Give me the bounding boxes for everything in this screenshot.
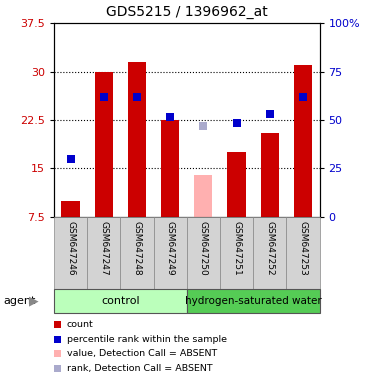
FancyBboxPatch shape	[87, 217, 120, 290]
Text: count: count	[67, 320, 93, 329]
Point	[167, 114, 173, 120]
Bar	[261, 133, 279, 217]
Text: GSM647247: GSM647247	[99, 220, 108, 275]
Text: GSM647251: GSM647251	[232, 220, 241, 275]
Point	[300, 94, 306, 101]
Point	[134, 94, 140, 101]
Bar	[61, 201, 80, 217]
FancyBboxPatch shape	[54, 217, 87, 290]
FancyBboxPatch shape	[220, 217, 253, 290]
Text: ▶: ▶	[29, 294, 38, 307]
Text: GSM647246: GSM647246	[66, 220, 75, 275]
Text: hydrogen-saturated water: hydrogen-saturated water	[185, 296, 321, 306]
Text: GSM647248: GSM647248	[132, 220, 141, 275]
Text: agent: agent	[4, 296, 36, 306]
Bar	[95, 71, 113, 217]
Text: control: control	[101, 296, 140, 306]
Bar	[194, 175, 213, 217]
Text: rank, Detection Call = ABSENT: rank, Detection Call = ABSENT	[67, 364, 212, 373]
Point	[67, 156, 74, 162]
Bar	[294, 65, 312, 217]
Point	[233, 120, 239, 126]
FancyBboxPatch shape	[154, 217, 187, 290]
FancyBboxPatch shape	[286, 217, 320, 290]
Text: GSM647253: GSM647253	[298, 220, 308, 275]
Text: GSM647250: GSM647250	[199, 220, 208, 275]
FancyBboxPatch shape	[120, 217, 154, 290]
Text: GSM647249: GSM647249	[166, 220, 175, 275]
FancyBboxPatch shape	[187, 217, 220, 290]
Point	[267, 111, 273, 117]
Bar	[161, 120, 179, 217]
Text: percentile rank within the sample: percentile rank within the sample	[67, 334, 227, 344]
Point	[100, 94, 107, 101]
Bar	[128, 62, 146, 217]
FancyBboxPatch shape	[253, 217, 286, 290]
FancyBboxPatch shape	[187, 289, 320, 313]
Point	[200, 123, 206, 129]
Title: GDS5215 / 1396962_at: GDS5215 / 1396962_at	[106, 5, 268, 19]
Text: GSM647252: GSM647252	[265, 220, 274, 275]
Text: value, Detection Call = ABSENT: value, Detection Call = ABSENT	[67, 349, 217, 358]
Bar	[228, 152, 246, 217]
FancyBboxPatch shape	[54, 289, 187, 313]
